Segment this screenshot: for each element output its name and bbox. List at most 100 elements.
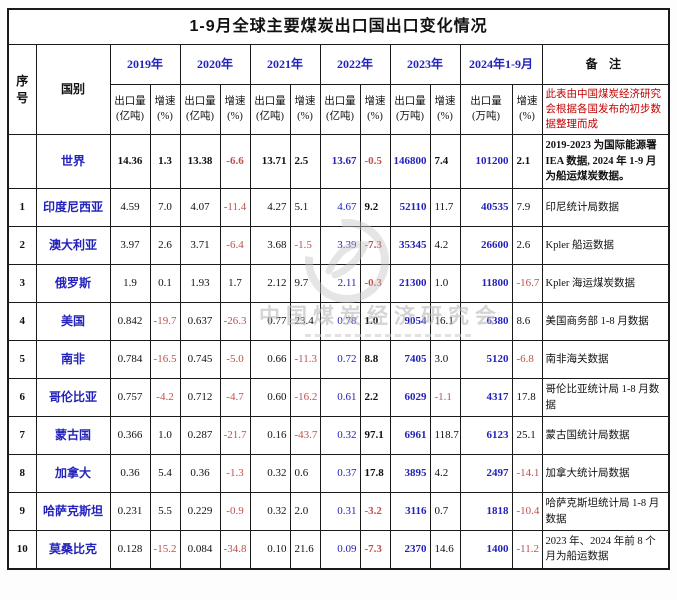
year-header-row: 序号 国别 2019年 2020年 2021年 2022年 2023年 2024年1-9月… xyxy=(7,44,670,135)
growth-rate-cell: -16.7 xyxy=(511,264,543,303)
title-row: 1-9月全球主要煤炭出口国出口变化情况 xyxy=(7,8,670,45)
export-volume-cell: 7405 xyxy=(389,340,431,379)
growth-rate-cell: 1.3 xyxy=(149,134,181,189)
growth-rate-cell: -5.0 xyxy=(219,340,251,379)
country-row: 10 莫桑比克 0.128 -15.2 0.084 -34.8 0.10 21.6 0.09 -7… xyxy=(7,530,670,569)
growth-rate-cell: 17.8 xyxy=(511,378,543,417)
country-row: 1 印度尼西亚 4.59 7.0 4.07 -11.4 4.27 5.1 4.67 9.2 5211… xyxy=(7,188,670,227)
growth-rate-cell: 2.6 xyxy=(149,226,181,265)
row-remark: 美国商务部 1-8 月数据 xyxy=(541,302,670,341)
row-seq: 7 xyxy=(7,416,37,455)
export-volume-cell: 146800 xyxy=(389,134,431,189)
export-volume-cell: 3.68 xyxy=(249,226,291,265)
subheader-row: 出口量 (亿吨) 增速 (%) 出口量 (亿吨) 增速 (%) 出口量 (亿吨) 增速 (%) 出口量(… xyxy=(8,84,670,135)
growth-rate-cell: -3.2 xyxy=(359,492,391,531)
row-remark: 印尼统计局数据 xyxy=(541,188,670,227)
growth-rate-cell: -11.3 xyxy=(289,340,321,379)
country-name: 印度尼西亚 xyxy=(35,188,111,227)
coal-export-table: 1-9月全球主要煤炭出口国出口变化情况 序号 国别 2019年 2020年 2021… xyxy=(7,8,671,570)
export-volume-cell: 1400 xyxy=(459,530,513,569)
growth-rate-cell: 11.7 xyxy=(429,188,461,227)
growth-rate-cell: 0.7 xyxy=(429,492,461,531)
export-volume-cell: 13.38 xyxy=(179,134,221,189)
growth-rate-cell: 118.7 xyxy=(429,416,461,455)
export-volume-cell: 2.12 xyxy=(249,264,291,303)
subheader-growth: 增速 (%) xyxy=(511,84,543,135)
subheader-growth: 增速 (%) xyxy=(219,84,251,135)
growth-rate-cell: -19.7 xyxy=(149,302,181,341)
growth-rate-cell: 1.7 xyxy=(219,264,251,303)
subheader-volume: 出口量 (亿吨) xyxy=(109,84,151,135)
country-row: 6 哥伦比亚 0.757 -4.2 0.712 -4.7 0.60 -16.2 0.61 2.2 6… xyxy=(7,378,670,417)
growth-rate-cell: -14.1 xyxy=(511,454,543,493)
export-volume-cell: 0.637 xyxy=(179,302,221,341)
export-volume-cell: 0.084 xyxy=(179,530,221,569)
export-volume-cell: 6123 xyxy=(459,416,513,455)
growth-rate-cell: -10.4 xyxy=(511,492,543,531)
row-seq: 4 xyxy=(7,302,37,341)
row-seq: 5 xyxy=(7,340,37,379)
subheader-growth: 增速 (%) xyxy=(149,84,181,135)
export-volume-cell: 2.11 xyxy=(319,264,361,303)
year-header: 2020年 xyxy=(179,44,251,85)
subheader-volume: 出口量 (亿吨) xyxy=(249,84,291,135)
export-volume-cell: 11800 xyxy=(459,264,513,303)
growth-rate-cell: 1.0 xyxy=(149,416,181,455)
growth-rate-cell: -6.6 xyxy=(219,134,251,189)
export-volume-cell: 1.93 xyxy=(179,264,221,303)
export-volume-cell: 0.757 xyxy=(109,378,151,417)
export-volume-cell: 0.366 xyxy=(109,416,151,455)
export-volume-cell: 5120 xyxy=(459,340,513,379)
growth-rate-cell: -21.7 xyxy=(219,416,251,455)
growth-rate-cell: 2.1 xyxy=(511,134,543,189)
growth-rate-cell: -1.1 xyxy=(429,378,461,417)
country-name: 哈萨克斯坦 xyxy=(35,492,111,531)
growth-rate-cell: -34.8 xyxy=(219,530,251,569)
growth-rate-cell: -16.2 xyxy=(289,378,321,417)
year-header: 2021年 xyxy=(249,44,321,85)
row-seq: 8 xyxy=(7,454,37,493)
subheader-volume: 出口量 (万吨) xyxy=(389,84,431,135)
growth-rate-cell: 0.6 xyxy=(289,454,321,493)
header-note: 此表由中国煤炭经济研究会根据各国发布的初步数据整理而成 xyxy=(541,84,670,135)
growth-rate-cell: 2.5 xyxy=(289,134,321,189)
row-seq: 3 xyxy=(7,264,37,303)
export-volume-cell: 6029 xyxy=(389,378,431,417)
world-row: 世界 14.36 1.3 13.38 -6.6 13.71 2.5 13.67 -0.5 1468… xyxy=(7,134,670,189)
col-header-seq: 序号 xyxy=(7,44,37,135)
export-volume-cell: 0.712 xyxy=(179,378,221,417)
growth-rate-cell: 2.2 xyxy=(359,378,391,417)
export-volume-cell: 0.16 xyxy=(249,416,291,455)
country-row: 4 美国 0.842 -19.7 0.637 -26.3 0.77 23.4 0.78 1.0 90… xyxy=(7,302,670,341)
export-volume-cell: 0.745 xyxy=(179,340,221,379)
growth-rate-cell: 4.2 xyxy=(429,226,461,265)
data-table: 1-9月全球主要煤炭出口国出口变化情况 序号 国别 2019年 2020年 2021… xyxy=(7,8,671,570)
subheader-volume: 出口量 (万吨) xyxy=(459,84,513,135)
year-header: 2022年 xyxy=(319,44,391,85)
growth-rate-cell: 7.0 xyxy=(149,188,181,227)
page-title: 1-9月全球主要煤炭出口国出口变化情况 xyxy=(7,8,670,45)
export-volume-cell: 9054 xyxy=(389,302,431,341)
country-row: 2 澳大利亚 3.97 2.6 3.71 -6.4 3.68 -1.5 3.39 -7.3 3534… xyxy=(7,226,670,265)
growth-rate-cell: 2.6 xyxy=(511,226,543,265)
export-volume-cell: 0.32 xyxy=(249,492,291,531)
row-remark: 蒙古国统计局数据 xyxy=(541,416,670,455)
export-volume-cell: 3895 xyxy=(389,454,431,493)
export-volume-cell: 0.36 xyxy=(109,454,151,493)
export-volume-cell: 101200 xyxy=(459,134,513,189)
country-row: 7 蒙古国 0.366 1.0 0.287 -21.7 0.16 -43.7 0.32 97.1 6… xyxy=(7,416,670,455)
row-remark: 2023 年、2024 年前 8 个月为船运数据 xyxy=(541,530,670,569)
export-volume-cell: 0.60 xyxy=(249,378,291,417)
export-volume-cell: 2370 xyxy=(389,530,431,569)
growth-rate-cell: 4.2 xyxy=(429,454,461,493)
export-volume-cell: 14.36 xyxy=(109,134,151,189)
row-remark: 2019-2023 为国际能源署IEA 数据, 2024 年 1-9 月为船运煤… xyxy=(541,134,670,189)
export-volume-cell: 0.231 xyxy=(109,492,151,531)
export-volume-cell: 6380 xyxy=(459,302,513,341)
country-row: 8 加拿大 0.36 5.4 0.36 -1.3 0.32 0.6 0.37 17.8 3895 4.… xyxy=(7,454,670,493)
row-remark: 南非海关数据 xyxy=(541,340,670,379)
growth-rate-cell: -6.8 xyxy=(511,340,543,379)
export-volume-cell: 4.59 xyxy=(109,188,151,227)
export-volume-cell: 0.229 xyxy=(179,492,221,531)
